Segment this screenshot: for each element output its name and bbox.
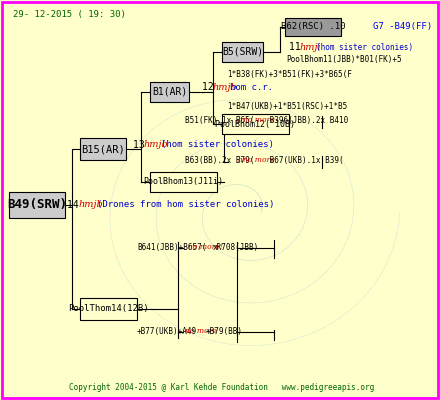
Text: B51(FK).1x B65(: B51(FK).1x B65( (185, 116, 254, 124)
Text: no more!: no more! (188, 243, 223, 251)
Text: 29- 12-2015 ( 19: 30): 29- 12-2015 ( 19: 30) (13, 10, 126, 20)
Text: 1*B38(FK)+3*B51(FK)+3*B65(F: 1*B38(FK)+3*B51(FK)+3*B65(F (227, 70, 352, 78)
Text: B62(RSC) .10: B62(RSC) .10 (281, 22, 345, 32)
Text: B49(SRW): B49(SRW) (7, 198, 67, 212)
Text: 12: 12 (202, 82, 220, 92)
Text: B63(BB).2x B79(: B63(BB).2x B79( (185, 156, 254, 164)
Text: B67(UKB).1x B39(: B67(UKB).1x B39( (265, 156, 344, 164)
Text: Copyright 2004-2015 @ Karl Kehde Foundation   www.pedigreeapis.org: Copyright 2004-2015 @ Karl Kehde Foundat… (69, 383, 374, 392)
Text: G7 -B49(FF): G7 -B49(FF) (373, 22, 432, 32)
Text: B396(JBB).2x B410: B396(JBB).2x B410 (265, 116, 348, 124)
FancyBboxPatch shape (150, 82, 189, 102)
FancyBboxPatch shape (9, 192, 65, 218)
Text: (hom sister colonies): (hom sister colonies) (161, 140, 274, 149)
Text: B15(AR): B15(AR) (81, 144, 125, 154)
Text: 11: 11 (289, 42, 307, 52)
Text: (Drones from hom sister colonies): (Drones from hom sister colonies) (97, 200, 275, 209)
Text: PoolThom14(12B): PoolThom14(12B) (68, 304, 149, 314)
FancyBboxPatch shape (222, 42, 263, 62)
Text: B5(SRW): B5(SRW) (222, 47, 263, 57)
Text: hno more: hno more (238, 156, 275, 164)
Text: +B77(UKB)+A49: +B77(UKB)+A49 (137, 327, 197, 336)
FancyBboxPatch shape (81, 298, 137, 320)
Text: (hom sister colonies): (hom sister colonies) (316, 43, 414, 52)
FancyBboxPatch shape (222, 114, 289, 134)
FancyBboxPatch shape (81, 138, 126, 160)
Text: hom c.r.: hom c.r. (231, 83, 273, 92)
Text: hmji: hmji (299, 43, 321, 52)
Text: PoolBhom11(JBB)*B01(FK)+5: PoolBhom11(JBB)*B01(FK)+5 (286, 55, 402, 64)
Text: 14: 14 (67, 200, 85, 210)
Text: 1*B47(UKB)+1*B51(RSC)+1*B5: 1*B47(UKB)+1*B51(RSC)+1*B5 (227, 102, 348, 110)
Text: +B79(BB): +B79(BB) (205, 327, 242, 336)
Text: hmjb: hmjb (143, 140, 168, 149)
FancyBboxPatch shape (285, 18, 341, 36)
Text: hno more: hno more (238, 116, 275, 124)
Text: B641(JBB)+B657(: B641(JBB)+B657( (137, 243, 206, 252)
Text: 13: 13 (132, 140, 150, 150)
Text: PoolBhom13(J11i): PoolBhom13(J11i) (144, 178, 224, 186)
Text: xR708(JBB): xR708(JBB) (213, 243, 259, 252)
Text: B1(AR): B1(AR) (152, 87, 187, 97)
FancyBboxPatch shape (150, 172, 217, 192)
Text: no more: no more (185, 327, 216, 335)
Text: hmjb: hmjb (212, 83, 237, 92)
Text: PoolBhom12( 10B): PoolBhom12( 10B) (216, 120, 295, 128)
Text: hmjb: hmjb (78, 200, 103, 209)
